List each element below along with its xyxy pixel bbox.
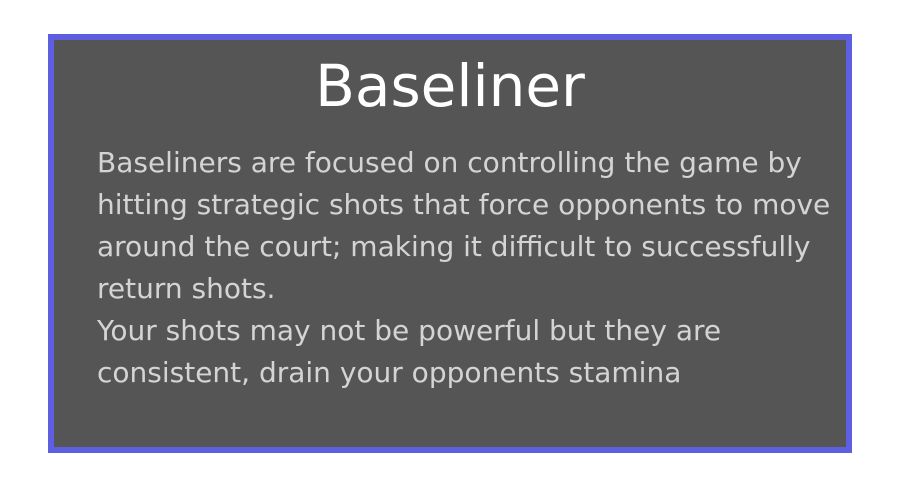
card-title: Baseliner	[315, 52, 585, 120]
description-paragraph-1: Baseliners are focused on controlling th…	[97, 146, 831, 305]
playstyle-info-card: Baseliner Baseliners are focused on cont…	[48, 34, 852, 453]
card-description: Baseliners are focused on controlling th…	[97, 142, 837, 394]
description-paragraph-2: Your shots may not be powerful but they …	[97, 314, 722, 389]
